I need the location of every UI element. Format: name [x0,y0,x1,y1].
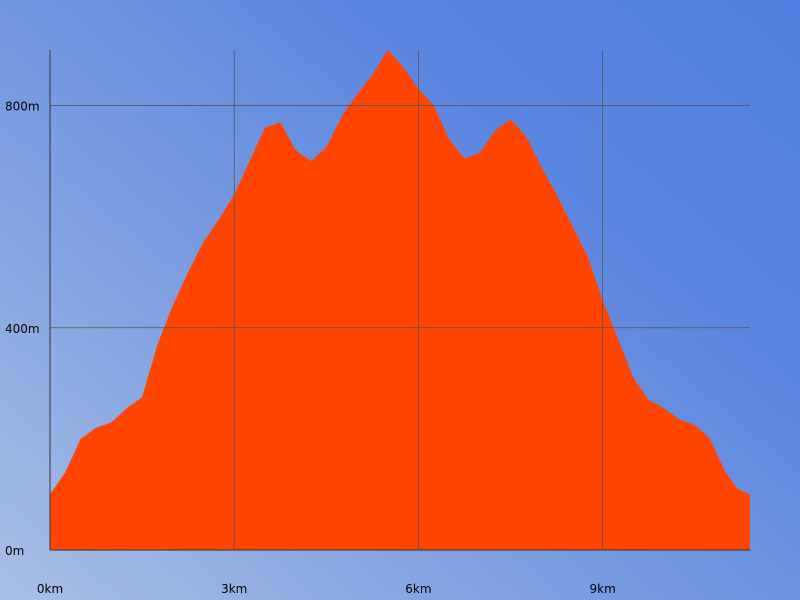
y-tick-label-2: 800m [5,100,40,114]
x-tick-label-0: 0km [37,582,63,596]
x-tick-label-3: 9km [589,582,615,596]
y-tick-label-1: 400m [5,322,40,336]
x-tick-label-2: 6km [405,582,431,596]
y-tick-label-0: 0m [5,544,24,558]
elevation-area-0 [50,50,750,550]
x-tick-label-1: 3km [221,582,247,596]
